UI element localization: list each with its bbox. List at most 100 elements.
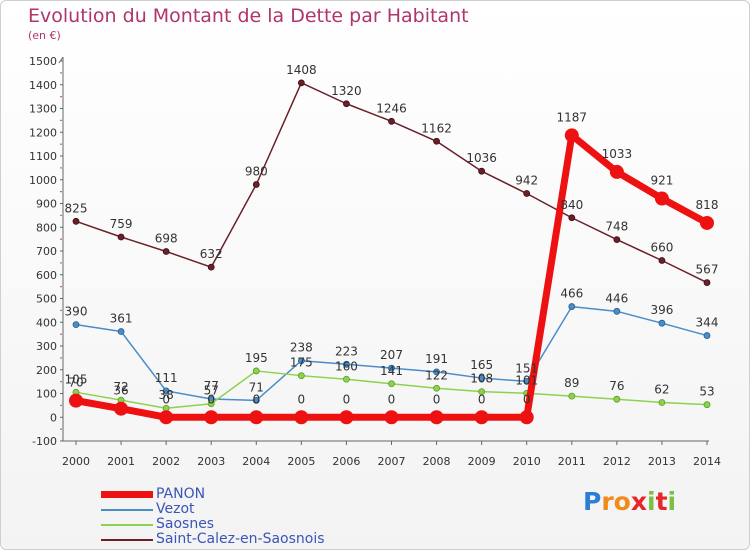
data-point-vezot <box>658 319 666 327</box>
data-label-saosnes: 72 <box>113 380 128 394</box>
data-label-saint-calez-en-saosnois: 660 <box>650 241 673 255</box>
y-tick-label: 1200 <box>29 126 57 139</box>
proxiti-logo: Proxiti <box>583 487 676 516</box>
y-tick-label: 300 <box>36 340 57 353</box>
y-tick-label: 1500 <box>29 55 57 68</box>
logo-letter: i <box>647 487 656 516</box>
data-point-saint-calez-en-saosnois <box>613 236 621 244</box>
data-label-saosnes: 175 <box>290 356 313 370</box>
data-point-saint-calez-en-saosnois <box>433 137 440 145</box>
data-point-vezot <box>343 360 350 368</box>
data-label-saosnes: 195 <box>245 351 268 365</box>
chart-subtitle: (en €) <box>28 29 61 42</box>
data-point-saosnes <box>252 367 260 375</box>
data-label-vezot: 390 <box>65 305 88 319</box>
data-label-vezot: 111 <box>155 371 178 385</box>
data-label-saosnes: 53 <box>699 385 714 399</box>
data-point-panon <box>114 401 129 416</box>
legend-label-saosnes: Saosnes <box>156 516 215 532</box>
data-label-vezot: 191 <box>425 352 448 366</box>
logo-letter: o <box>613 487 631 516</box>
data-point-panon <box>519 410 534 425</box>
data-label-vezot: 344 <box>696 316 719 330</box>
data-label-saint-calez-en-saosnois: 1408 <box>286 63 317 77</box>
data-label-saosnes: 57 <box>204 384 219 398</box>
data-label-vezot: 446 <box>605 291 628 305</box>
logo-letter: r <box>601 487 614 516</box>
x-tick-label: 2011 <box>558 455 586 468</box>
data-point-panon <box>429 410 444 425</box>
data-label-panon: 36 <box>113 384 128 398</box>
data-label-saint-calez-en-saosnois: 825 <box>65 201 88 215</box>
y-minor-tick <box>60 428 62 430</box>
data-label-panon: 818 <box>696 198 719 212</box>
data-point-saosnes <box>568 392 576 400</box>
data-point-saint-calez-en-saosnois <box>478 167 486 175</box>
data-label-saosnes: 62 <box>654 383 669 397</box>
y-minor-tick <box>60 95 62 98</box>
data-label-vezot: 71 <box>249 380 264 394</box>
x-tick-label: 2013 <box>648 455 676 468</box>
y-minor-tick <box>60 190 62 193</box>
y-minor-tick <box>60 404 62 407</box>
x-tick-label: 2012 <box>603 455 631 468</box>
data-point-saosnes <box>433 384 440 392</box>
data-label-saint-calez-en-saosnois: 1320 <box>331 84 362 98</box>
y-minor-tick <box>60 119 62 122</box>
data-point-panon <box>339 410 354 425</box>
y-minor-tick <box>60 262 62 264</box>
data-point-saint-calez-en-saosnois <box>252 181 260 188</box>
data-point-saint-calez-en-saosnois <box>72 217 80 225</box>
data-point-saint-calez-en-saosnois <box>162 248 170 255</box>
data-label-saosnes: 105 <box>65 372 88 386</box>
data-point-panon <box>204 410 219 425</box>
data-point-panon <box>159 410 174 425</box>
data-label-saosnes: 38 <box>159 388 174 402</box>
y-minor-tick <box>60 72 62 74</box>
y-tick-label: 400 <box>36 316 57 329</box>
data-point-panon <box>384 410 399 425</box>
data-point-saosnes <box>658 399 666 406</box>
x-tick-label: 2006 <box>332 455 360 468</box>
data-point-saosnes <box>478 388 486 396</box>
data-label-panon: 0 <box>478 392 486 406</box>
y-tick-label: 200 <box>36 364 57 377</box>
data-label-vezot: 238 <box>290 341 313 355</box>
data-point-saint-calez-en-saosnois <box>117 233 125 241</box>
x-tick-label: 2004 <box>242 455 270 468</box>
data-label-panon: 0 <box>388 392 396 406</box>
data-label-vezot: 77 <box>204 379 219 393</box>
data-label-panon: 0 <box>298 392 306 406</box>
y-tick-label: 1100 <box>29 150 57 163</box>
data-label-panon: 1187 <box>557 110 588 124</box>
data-label-panon: 0 <box>252 392 260 406</box>
y-tick-label: 1000 <box>29 174 57 187</box>
legend-label-vezot: Vezot <box>156 501 195 517</box>
data-label-saint-calez-en-saosnois: 1036 <box>466 151 497 165</box>
data-point-saosnes <box>297 372 305 380</box>
x-tick-label: 2005 <box>287 455 315 468</box>
x-tick-label: 2007 <box>378 455 406 468</box>
logo-letter: i <box>667 487 677 516</box>
y-minor-tick <box>60 333 62 335</box>
data-label-panon: 0 <box>433 392 441 406</box>
data-label-saint-calez-en-saosnois: 698 <box>155 231 178 245</box>
data-label-saosnes: 76 <box>609 379 624 393</box>
data-label-saint-calez-en-saosnois: 1246 <box>376 101 407 115</box>
data-label-saint-calez-en-saosnois: 748 <box>605 220 628 234</box>
legend-swatch-saint-calez <box>101 539 153 541</box>
x-tick-label: 2008 <box>423 455 451 468</box>
data-point-saint-calez-en-saosnois <box>297 79 305 87</box>
data-point-vezot <box>568 303 576 310</box>
y-tick-label: 700 <box>36 245 57 258</box>
data-point-saint-calez-en-saosnois <box>568 214 576 222</box>
data-label-panon: 0 <box>162 392 170 406</box>
x-tick-label: 2014 <box>693 455 721 468</box>
data-point-saosnes <box>207 400 215 408</box>
data-label-saint-calez-en-saosnois: 980 <box>245 165 268 179</box>
logo-letter: P <box>583 487 602 516</box>
y-minor-tick <box>60 143 62 145</box>
data-point-saosnes <box>388 380 395 388</box>
